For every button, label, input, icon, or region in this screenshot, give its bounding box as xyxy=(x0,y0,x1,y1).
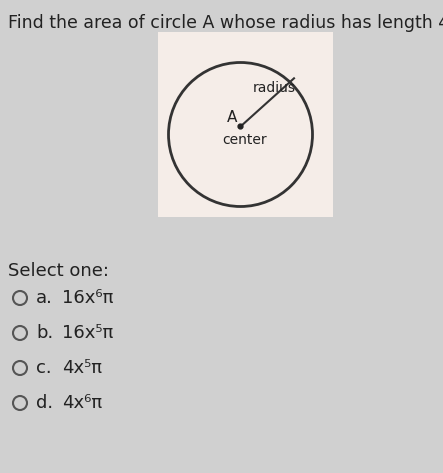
Text: radius: radius xyxy=(253,80,295,95)
Text: a.: a. xyxy=(36,289,53,307)
Text: 16x⁵π: 16x⁵π xyxy=(62,324,113,342)
Text: 4x⁶π: 4x⁶π xyxy=(62,394,102,412)
Text: 4x⁵π: 4x⁵π xyxy=(62,359,102,377)
Text: c.: c. xyxy=(36,359,52,377)
Text: Select one:: Select one: xyxy=(8,262,109,280)
Text: Find the area of circle A whose radius has length 4x³.: Find the area of circle A whose radius h… xyxy=(8,14,443,32)
Text: d.: d. xyxy=(36,394,53,412)
Text: A: A xyxy=(226,110,237,124)
Text: 16x⁶π: 16x⁶π xyxy=(62,289,113,307)
Text: center: center xyxy=(222,132,267,147)
Text: b.: b. xyxy=(36,324,53,342)
Circle shape xyxy=(168,62,312,207)
Bar xyxy=(158,32,333,217)
